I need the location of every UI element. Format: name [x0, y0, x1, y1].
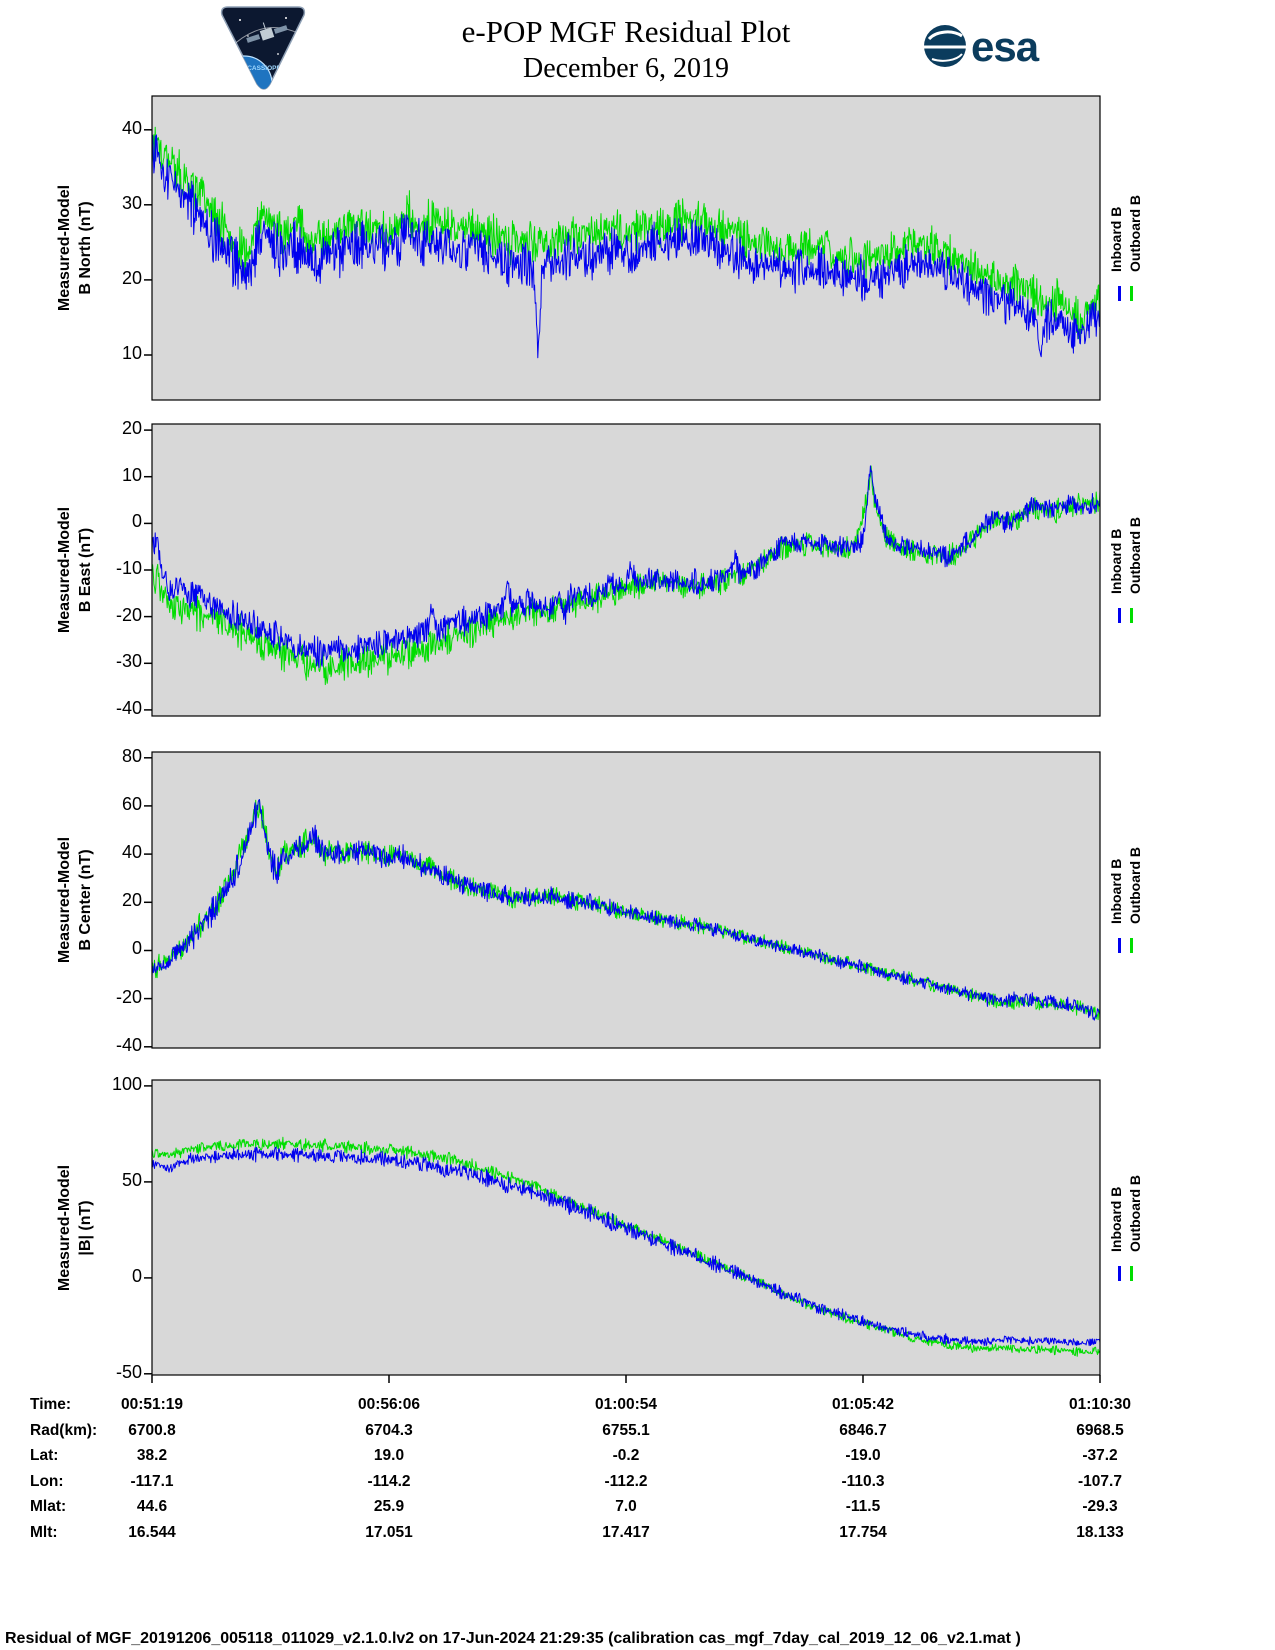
esa-logo: esa	[924, 23, 1041, 70]
xaxis-value: 6846.7	[839, 1421, 887, 1439]
figure-title-block: e-POP MGF Residual Plot December 6, 2019	[152, 14, 1100, 85]
panel-b-center: Measured-Model B Center (nT) -40 -20 0 20 40…	[0, 746, 1275, 1055]
plot-area-b-magnitude	[144, 1079, 1101, 1383]
xaxis-row-label: Mlat:	[30, 1498, 67, 1516]
xaxis-value: -107.7	[1078, 1472, 1122, 1490]
xaxis-value: 16.544	[128, 1524, 176, 1541]
plot-area-b-center	[144, 751, 1101, 1049]
y-tick-label: 50	[121, 1169, 142, 1190]
xaxis-value: 38.2	[136, 1447, 168, 1465]
outboard-line-swatch	[1130, 608, 1133, 623]
y-tick-labels: 10 20 30 40	[0, 96, 147, 400]
legend-inboard-label: Inboard B	[1108, 528, 1124, 594]
y-tick-label: -40	[115, 697, 142, 718]
xaxis-value: 25.9	[373, 1498, 405, 1516]
xaxis-value: -29.3	[1082, 1498, 1118, 1516]
xaxis-value: 00:56:06	[357, 1396, 421, 1413]
y-tick-label: 60	[121, 793, 142, 814]
inboard-line-swatch	[1118, 286, 1121, 301]
inboard-line-swatch	[1118, 1265, 1121, 1281]
xaxis-row-label: Lat:	[30, 1447, 59, 1465]
legend-outboard-label: Outboard B	[1127, 517, 1143, 594]
panel-b-east: Measured-Model B East (nT) -40 -30 -20 -10 0…	[0, 418, 1275, 718]
y-tick-label: 10	[121, 464, 142, 485]
y-tick-label: -40	[115, 1034, 142, 1055]
xaxis-value: -11.5	[845, 1498, 881, 1516]
y-tick-label: 0	[131, 938, 142, 959]
xaxis-value: -114.2	[367, 1472, 411, 1490]
xaxis-value: 17.051	[365, 1524, 413, 1541]
y-tick-label: 0	[131, 1265, 142, 1286]
outboard-line-swatch	[1130, 938, 1133, 953]
xaxis-value: 6704.3	[365, 1421, 413, 1439]
y-tick-label: -10	[115, 558, 142, 578]
xaxis-value: 44.6	[136, 1498, 168, 1516]
legend-outboard-label: Outboard B	[1127, 847, 1143, 924]
xaxis-row-label: Rad(km):	[30, 1421, 98, 1439]
xaxis-value: 19.0	[373, 1447, 405, 1465]
xaxis-value: -112.2	[604, 1472, 648, 1490]
y-tick-labels: -50 0 50 100	[0, 1074, 147, 1382]
y-tick-label: 10	[121, 342, 142, 363]
mission-badge-icon: CASSIOPE	[220, 6, 306, 90]
y-tick-labels: -40 -20 0 20 40 60 80	[0, 746, 147, 1055]
xaxis-value: 01:05:42	[831, 1396, 895, 1413]
xaxis-row-label: Time:	[30, 1396, 72, 1413]
xaxis-value: 17.417	[602, 1524, 650, 1541]
y-tick-label: 20	[121, 267, 142, 288]
xaxis-value: 18.133	[1076, 1524, 1124, 1541]
y-tick-label: -50	[115, 1361, 142, 1382]
xaxis-value: 17.754	[839, 1524, 887, 1541]
xaxis-row-label: Lon:	[30, 1472, 64, 1490]
legend: Inboard B Outboard B	[1108, 517, 1143, 623]
inboard-line-swatch	[1118, 938, 1121, 953]
y-tick-label: 0	[131, 511, 142, 532]
legend: Inboard B Outboard B	[1108, 847, 1143, 953]
footer-provenance: Residual of MGF_20191206_005118_011029_v…	[5, 1630, 1021, 1647]
y-tick-label: -30	[115, 651, 142, 672]
xaxis-value: 6700.8	[128, 1421, 176, 1439]
xaxis-value: 6968.5	[1076, 1421, 1124, 1439]
legend-inboard-label: Inboard B	[1108, 858, 1124, 924]
plot-area-b-north	[144, 95, 1101, 401]
xaxis-value: -0.2	[612, 1447, 640, 1465]
xaxis-value: 00:51:19	[120, 1396, 184, 1413]
y-tick-label: 80	[121, 745, 142, 766]
y-tick-label: 20	[121, 418, 142, 439]
xaxis-value: -37.2	[1082, 1447, 1118, 1465]
xaxis-value: -110.3	[841, 1472, 885, 1490]
legend: Inboard B Outboard B	[1108, 1175, 1143, 1281]
y-tick-label: 40	[121, 842, 142, 863]
legend-inboard-label: Inboard B	[1108, 206, 1124, 272]
xaxis-value: 01:00:54	[594, 1396, 658, 1413]
y-tick-label: -20	[115, 604, 142, 625]
esa-wordmark: esa	[971, 23, 1040, 70]
badge-mission-name: CASSIOPE	[247, 65, 281, 72]
panel-b-north: Measured-Model B North (nT) 10 20 30 40 Inb…	[0, 95, 1275, 401]
outboard-line-swatch	[1130, 1265, 1133, 1281]
legend-outboard-label: Outboard B	[1127, 195, 1143, 272]
y-tick-label: -20	[115, 986, 142, 1007]
panel-b-magnitude: Measured-Model |B| (nT) -50 0 50 100 Inboar…	[0, 1074, 1275, 1383]
y-tick-label: 100	[111, 1073, 142, 1094]
xaxis-value: 7.0	[615, 1498, 637, 1516]
xaxis-value: 01:10:30	[1068, 1396, 1132, 1413]
legend: Inboard B Outboard B	[1108, 195, 1143, 301]
y-tick-label: 40	[121, 117, 142, 138]
plot-area-b-east	[144, 423, 1101, 717]
page-subtitle: December 6, 2019	[522, 53, 730, 84]
y-tick-label: 20	[121, 890, 142, 911]
legend-outboard-label: Outboard B	[1127, 1174, 1143, 1252]
xaxis-value: 6755.1	[602, 1421, 650, 1439]
y-tick-label: 30	[121, 192, 142, 213]
outboard-line-swatch	[1130, 286, 1133, 301]
xaxis-value: -117.1	[130, 1472, 174, 1490]
y-tick-labels: -40 -30 -20 -10 0 10 20	[0, 418, 147, 718]
page-title: e-POP MGF Residual Plot	[461, 14, 791, 49]
xaxis-value: -19.0	[845, 1447, 881, 1465]
legend-inboard-label: Inboard B	[1108, 1186, 1124, 1252]
inboard-line-swatch	[1118, 608, 1121, 623]
xaxis-row-label: Mlt:	[30, 1524, 58, 1541]
satellite-icon	[246, 22, 288, 43]
